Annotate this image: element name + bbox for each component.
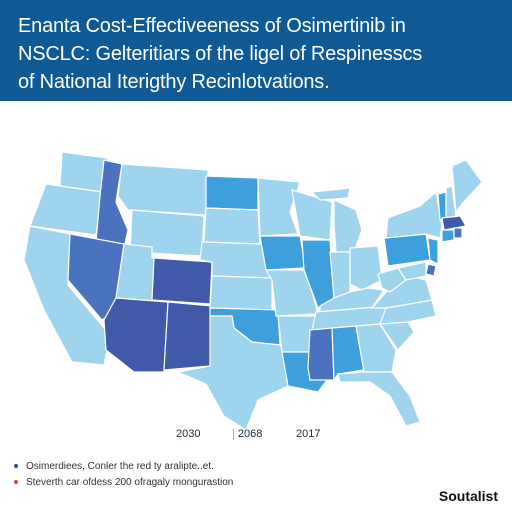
legend: 2030 | 2068 2017 [0, 428, 512, 444]
title-line-1: Enanta Cost-Effectiveeness of Osimertini… [18, 15, 406, 37]
state-MD [397, 261, 427, 281]
state-OR [29, 183, 103, 236]
note-2: Steverth car ofdess 200 ofragaly mongura… [14, 476, 414, 492]
state-MO [264, 269, 319, 317]
state-ND [205, 175, 259, 211]
legend-item-2-label: 2068 [237, 428, 263, 440]
state-AL [331, 325, 365, 382]
state-RI [453, 227, 463, 239]
state-OH [349, 245, 383, 291]
notes: Osimerdiees, Conler the red ty aralipte.… [14, 460, 414, 492]
state-GA [355, 323, 397, 373]
state-MN [257, 177, 301, 237]
bullet-icon [14, 464, 18, 469]
state-MA [441, 215, 467, 231]
state-DE [425, 263, 437, 277]
note-1-text: Osimerdiees, Conler the red ty aralipte.… [26, 461, 214, 472]
legend-item-1: 2030 [176, 428, 201, 440]
state-FL [337, 371, 421, 427]
note-2-text: Steverth car ofdess 200 ofragaly mongura… [26, 477, 234, 488]
brand-logo: Soutalist [438, 488, 498, 504]
state-ME [451, 159, 483, 214]
note-1: Osimerdiees, Conler the red ty aralipte.… [14, 460, 414, 476]
state-MS [307, 327, 335, 381]
state-CO [151, 257, 213, 305]
title-banner: Enanta Cost-Effectiveeness of Osimertini… [0, 0, 512, 101]
state-AZ [103, 297, 169, 373]
state-CT [441, 229, 455, 243]
state-PA [383, 233, 431, 267]
state-MT [117, 163, 209, 216]
state-SD [203, 207, 261, 245]
legend-item-2: | 2068 [232, 428, 262, 440]
title-line-3: of National Iterigthy Recinlotvations. [18, 71, 330, 93]
state-WV [377, 267, 407, 293]
state-TX [175, 315, 293, 430]
title-line-2: NSCLC: Gelteritiars of the ligel of Resp… [18, 43, 423, 65]
state-IA [259, 235, 307, 271]
legend-separator: | [232, 428, 238, 440]
us-map-svg [23, 151, 483, 430]
state-NJ [427, 237, 439, 265]
state-NY [385, 190, 443, 239]
legend-item-3: 2017 [296, 428, 321, 440]
state-KS [209, 275, 273, 311]
state-VT [437, 191, 447, 221]
bullet-icon [14, 480, 18, 485]
state-NM [163, 301, 213, 371]
state-IN [329, 251, 351, 299]
us-map [0, 130, 512, 430]
